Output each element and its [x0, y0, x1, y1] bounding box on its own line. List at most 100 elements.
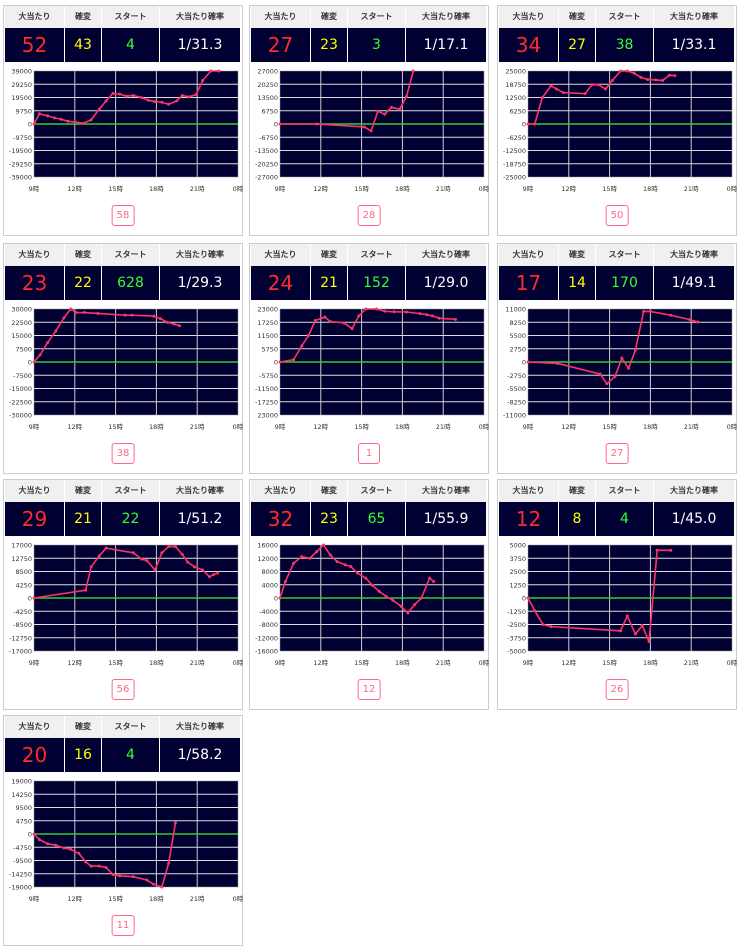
big-hit-count: 20 [5, 738, 65, 772]
machine-number-link[interactable]: 56 [111, 679, 135, 700]
y-tick-label: 6250 [509, 107, 526, 115]
y-tick-label: 0 [28, 831, 32, 839]
big-hit-count: 52 [5, 28, 65, 62]
x-tick-label: 21時 [190, 659, 205, 667]
y-tick-label: 8500 [15, 568, 32, 576]
y-tick-label: 0 [522, 595, 526, 603]
data-point [667, 73, 671, 77]
data-point [209, 69, 213, 73]
y-tick-label: 30000 [11, 306, 32, 314]
machine-panel: 大当たり 確変 スタート 大当たり確率 17 14 170 1/49.1 27 1… [497, 243, 738, 474]
data-point [549, 625, 553, 629]
header-prob: 大当たり確率 [654, 244, 735, 266]
x-tick-label: 15時 [602, 185, 617, 193]
x-tick-label: 21時 [436, 659, 451, 667]
y-tick-label: 12750 [11, 555, 32, 563]
stats-values: 32 23 65 1/55.9 [251, 502, 487, 536]
kakuhen-count: 27 [559, 28, 596, 62]
y-tick-label: 0 [28, 121, 32, 129]
data-point [526, 122, 530, 126]
stats-values: 27 23 3 1/17.1 [251, 28, 487, 62]
y-tick-label: 8250 [509, 319, 526, 327]
data-point [130, 313, 134, 317]
data-point [696, 320, 700, 324]
start-count: 22 [102, 502, 160, 536]
y-tick-label: -8250 [507, 398, 526, 406]
data-point [278, 122, 282, 126]
data-point [364, 307, 368, 311]
x-tick-label: 0時 [233, 659, 244, 667]
big-hit-count: 27 [251, 28, 311, 62]
machine-number-link[interactable]: 58 [111, 205, 135, 226]
y-tick-label: 4000 [261, 581, 278, 589]
x-tick-label: 18時 [149, 659, 164, 667]
header-kakuhen: 確変 [559, 6, 596, 28]
data-point [69, 847, 73, 851]
data-point [541, 623, 545, 626]
x-tick-label: 12時 [313, 185, 328, 193]
data-point [97, 107, 101, 111]
data-point [69, 307, 73, 311]
stats-header: 大当たり 確変 スタート 大当たり確率 [5, 480, 241, 502]
data-point [73, 120, 77, 124]
machine-number-link[interactable]: 1 [358, 443, 380, 464]
data-point [322, 543, 326, 547]
y-tick-label: -5500 [507, 385, 526, 393]
stats-header: 大当たり 確変 スタート 大当たり確率 [5, 6, 241, 28]
x-tick-label: 18時 [395, 185, 410, 193]
machine-number-link[interactable]: 50 [605, 205, 629, 226]
data-point [32, 596, 36, 600]
data-point [526, 596, 530, 600]
machine-number-link[interactable]: 38 [111, 443, 135, 464]
data-point [292, 358, 296, 362]
data-point [642, 309, 646, 313]
x-tick-label: 18時 [395, 423, 410, 431]
y-tick-label: -9500 [13, 857, 32, 865]
y-tick-label: -4250 [13, 608, 32, 616]
y-tick-label: -6750 [259, 134, 278, 142]
x-tick-label: 9時 [523, 659, 534, 667]
stats-values: 20 16 4 1/58.2 [5, 738, 241, 772]
x-tick-label: 0時 [233, 423, 244, 431]
data-point [610, 79, 614, 83]
data-point [278, 360, 282, 364]
hit-probability: 1/49.1 [654, 266, 735, 300]
data-point [362, 125, 366, 129]
y-tick-label: -17250 [255, 398, 278, 406]
data-point [300, 344, 304, 348]
machine-number-link[interactable]: 28 [357, 205, 381, 226]
data-point [81, 121, 85, 125]
y-tick-label: -14250 [9, 870, 32, 878]
machine-panel: 大当たり 確変 スタート 大当たり確率 27 23 3 1/17.1 28 270… [249, 5, 490, 236]
data-point [432, 579, 436, 583]
data-point [173, 545, 177, 549]
data-point [377, 589, 381, 593]
data-point [526, 360, 530, 364]
x-tick-label: 0時 [727, 423, 738, 431]
machine-number-link[interactable]: 12 [357, 679, 381, 700]
x-tick-label: 18時 [643, 185, 658, 193]
machine-number-link[interactable]: 26 [605, 679, 629, 700]
x-tick-label: 21時 [190, 895, 205, 903]
x-tick-label: 12時 [313, 423, 328, 431]
data-point [673, 74, 677, 78]
data-point [370, 583, 374, 587]
balance-line [33, 307, 180, 363]
kakuhen-count: 43 [65, 28, 102, 62]
data-point [186, 560, 190, 564]
x-tick-label: 18時 [643, 659, 658, 667]
data-point [364, 576, 368, 580]
machine-number-link[interactable]: 11 [111, 915, 135, 936]
header-big-hit: 大当たり [499, 6, 559, 28]
hit-probability: 1/29.3 [160, 266, 241, 300]
x-tick-label: 0時 [479, 423, 490, 431]
header-kakuhen: 確変 [65, 244, 102, 266]
y-tick-label: -30000 [9, 412, 32, 420]
machine-panel: 大当たり 確変 スタート 大当たり確率 34 27 38 1/33.1 50 25… [497, 5, 738, 236]
data-point [201, 568, 205, 572]
header-prob: 大当たり確率 [406, 244, 487, 266]
machine-number-link[interactable]: 27 [605, 443, 629, 464]
data-point [633, 348, 637, 352]
x-tick-label: 9時 [523, 185, 534, 193]
header-prob: 大当たり確率 [654, 480, 735, 502]
